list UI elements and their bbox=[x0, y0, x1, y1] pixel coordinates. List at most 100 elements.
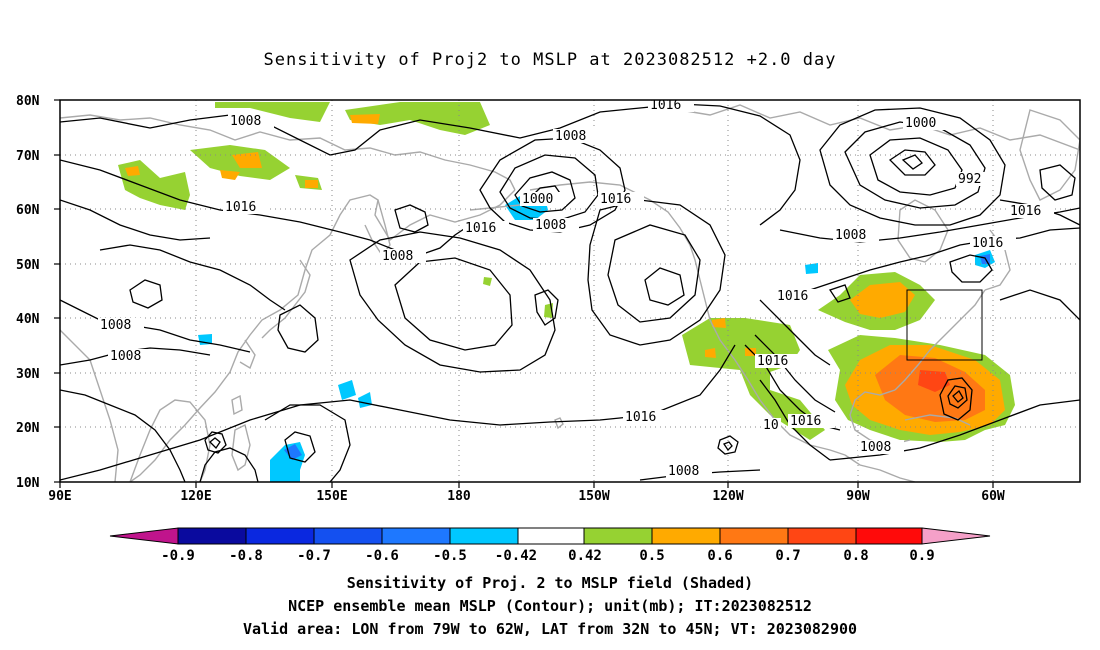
coastline-se-asia bbox=[129, 399, 211, 482]
coastline-central-america bbox=[844, 454, 916, 482]
shade-orange-pacific-b bbox=[705, 348, 716, 358]
colorbar-label: -0.6 bbox=[365, 548, 399, 564]
contour-1008-asia-west bbox=[60, 299, 251, 353]
contour-west-pacific-low bbox=[284, 431, 316, 463]
contour-high-east-pacific-small bbox=[717, 435, 739, 455]
lon-label: 90E bbox=[48, 489, 71, 504]
colorbar-label: -0.42 bbox=[495, 548, 537, 564]
contour-label: 1016 bbox=[650, 98, 681, 113]
contour-1016-canada bbox=[779, 227, 1080, 301]
shade-green-east-pacific bbox=[682, 318, 825, 440]
colorbar-swatch bbox=[517, 527, 585, 545]
lat-label: 30N bbox=[16, 367, 40, 382]
contour-1016-pacific-high-outer bbox=[349, 231, 556, 373]
coastlines bbox=[60, 104, 1080, 482]
lon-label: 60W bbox=[981, 489, 1005, 504]
contour-1016-siberia bbox=[60, 159, 491, 256]
caption-line-3: Valid area: LON from 79W to 62W, LAT fro… bbox=[242, 620, 858, 638]
shade-orange-pacific-a bbox=[712, 318, 726, 328]
contour-label: 1008 bbox=[668, 464, 699, 479]
colorbar bbox=[109, 527, 991, 545]
colorbar-label: 0.8 bbox=[843, 548, 868, 564]
colorbar-label: 0.5 bbox=[639, 548, 664, 564]
contour-low-gulf-outer bbox=[939, 377, 973, 421]
map-frame bbox=[59, 99, 1081, 483]
contour-label: 1016 bbox=[600, 192, 631, 207]
contour-label: 1008 bbox=[535, 218, 566, 233]
contour-1008-arctic bbox=[60, 103, 801, 226]
contour-labels: 1008 1016 1008 1000 1008 1016 1016 1016 … bbox=[98, 98, 1054, 479]
contour-1024-pacific-high bbox=[534, 289, 559, 326]
contour-low-gulf bbox=[947, 385, 968, 409]
contour-high-china bbox=[129, 279, 163, 309]
shade-orange-arctic-b bbox=[305, 180, 318, 188]
longitude-labels: 90E 120E 150E 180 150W 120W 90W 60W bbox=[48, 489, 1005, 504]
lat-label: 50N bbox=[16, 258, 40, 273]
contour-label: 1008 bbox=[110, 349, 141, 364]
contour-label: 1000 bbox=[905, 116, 936, 131]
contour-1016-subtropics bbox=[60, 344, 736, 481]
map-area: 1008 1016 1008 1000 1008 1016 1016 1016 … bbox=[60, 98, 1080, 482]
colorbar-swatch bbox=[787, 527, 857, 545]
lon-label: 180 bbox=[447, 489, 471, 504]
contour-1004-india-monsoon bbox=[60, 389, 186, 482]
contour-low-canada-small bbox=[828, 284, 851, 303]
lon-label: 120E bbox=[180, 489, 211, 504]
lon-label: 120W bbox=[712, 489, 743, 504]
colorbar-label: -0.7 bbox=[297, 548, 331, 564]
graticule bbox=[60, 100, 1080, 482]
contour-1000-greenland-outer bbox=[819, 107, 1006, 226]
contour-label: 1008 bbox=[555, 129, 586, 144]
colorbar-label: -0.8 bbox=[229, 548, 263, 564]
colorbar-label: 0.7 bbox=[775, 548, 800, 564]
contour-1016-east-pacific-trough bbox=[754, 334, 836, 413]
contour-high-east-pacific-small-inner bbox=[723, 441, 733, 452]
caption-line-2: NCEP ensemble mean MSLP (Contour); unit(… bbox=[288, 597, 812, 615]
colorbar-label: 0.9 bbox=[909, 548, 934, 564]
lat-label: 70N bbox=[16, 149, 40, 164]
caption-line-1: Sensitivity of Proj. 2 to MSLP field (Sh… bbox=[346, 574, 754, 592]
coastline-india bbox=[60, 329, 119, 482]
colorbar-high-triangle bbox=[921, 527, 991, 545]
coastline-taiwan bbox=[231, 394, 243, 416]
shade-cyan-pacific-mid bbox=[338, 380, 356, 400]
shade-green-north-pacific-2 bbox=[345, 102, 490, 135]
sensitivity-shading bbox=[118, 102, 1015, 482]
colorbar-swatch bbox=[313, 527, 383, 545]
shade-cyan-pacific-small bbox=[805, 263, 818, 274]
colorbar-label: 0.6 bbox=[707, 548, 732, 564]
lat-label: 20N bbox=[16, 421, 40, 436]
contour-1012-hudson bbox=[949, 254, 993, 283]
contour-label: 10 bbox=[763, 418, 779, 433]
map-title: Sensitivity of Proj2 to MSLP at 20230825… bbox=[263, 50, 837, 70]
colorbar-swatch bbox=[719, 527, 789, 545]
contour-label: 1016 bbox=[972, 236, 1003, 251]
lon-label: 90W bbox=[846, 489, 870, 504]
coastline-hudson-bay bbox=[897, 199, 949, 263]
contour-988-greenland bbox=[888, 149, 936, 176]
contour-label: 1016 bbox=[625, 410, 656, 425]
colorbar-labels: -0.9 -0.8 -0.7 -0.6 -0.5 -0.42 0.42 0.5 … bbox=[161, 548, 935, 564]
lat-label: 10N bbox=[16, 476, 40, 491]
contour-label: 1016 bbox=[465, 221, 496, 236]
shade-green-north-pacific bbox=[215, 102, 330, 122]
contour-1012-east-asia-north bbox=[60, 199, 211, 241]
coastline-us-east bbox=[894, 289, 986, 391]
contour-label: 1016 bbox=[790, 414, 821, 429]
contour-label: 1008 bbox=[860, 440, 891, 455]
contour-label: 1016 bbox=[1010, 204, 1041, 219]
contour-1012-west-pacific bbox=[264, 404, 351, 482]
contour-label: 1000 bbox=[522, 192, 553, 207]
contour-1016-atlantic-subtropics bbox=[829, 399, 1080, 461]
shade-red-gulf bbox=[918, 370, 950, 392]
latitude-labels: 80N 70N 60N 50N 40N 30N 20N 10N bbox=[16, 94, 40, 491]
colorbar-swatch bbox=[449, 527, 519, 545]
contour-label: 1016 bbox=[225, 200, 256, 215]
contour-1016-east-asia bbox=[99, 244, 286, 311]
colorbar-swatch bbox=[381, 527, 451, 545]
lat-label: 40N bbox=[16, 312, 40, 327]
coastline-canada-arctic bbox=[679, 104, 1080, 151]
contour-984-greenland bbox=[901, 154, 923, 170]
contour-label: 1016 bbox=[777, 289, 808, 304]
contour-label: 1008 bbox=[100, 318, 131, 333]
